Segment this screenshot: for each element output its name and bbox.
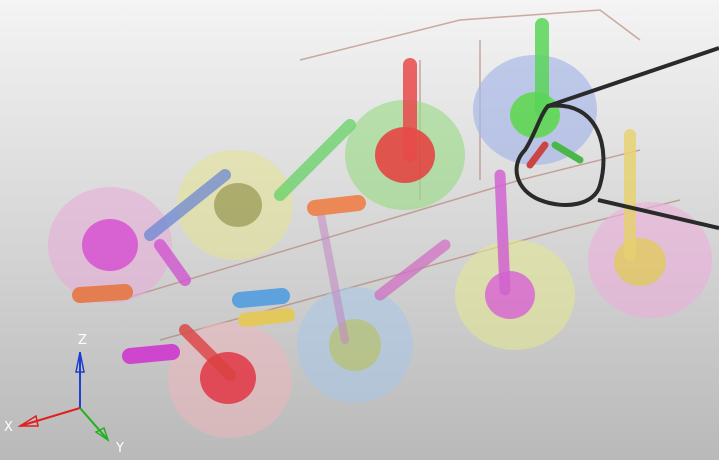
axis-triad: Z X Y — [4, 333, 124, 456]
y-axis-label: Y — [115, 441, 124, 456]
callout — [514, 46, 719, 230]
model — [48, 9, 712, 438]
z-axis-label: Z — [78, 333, 87, 348]
x-axis-label: X — [4, 420, 13, 435]
struts — [72, 18, 636, 381]
